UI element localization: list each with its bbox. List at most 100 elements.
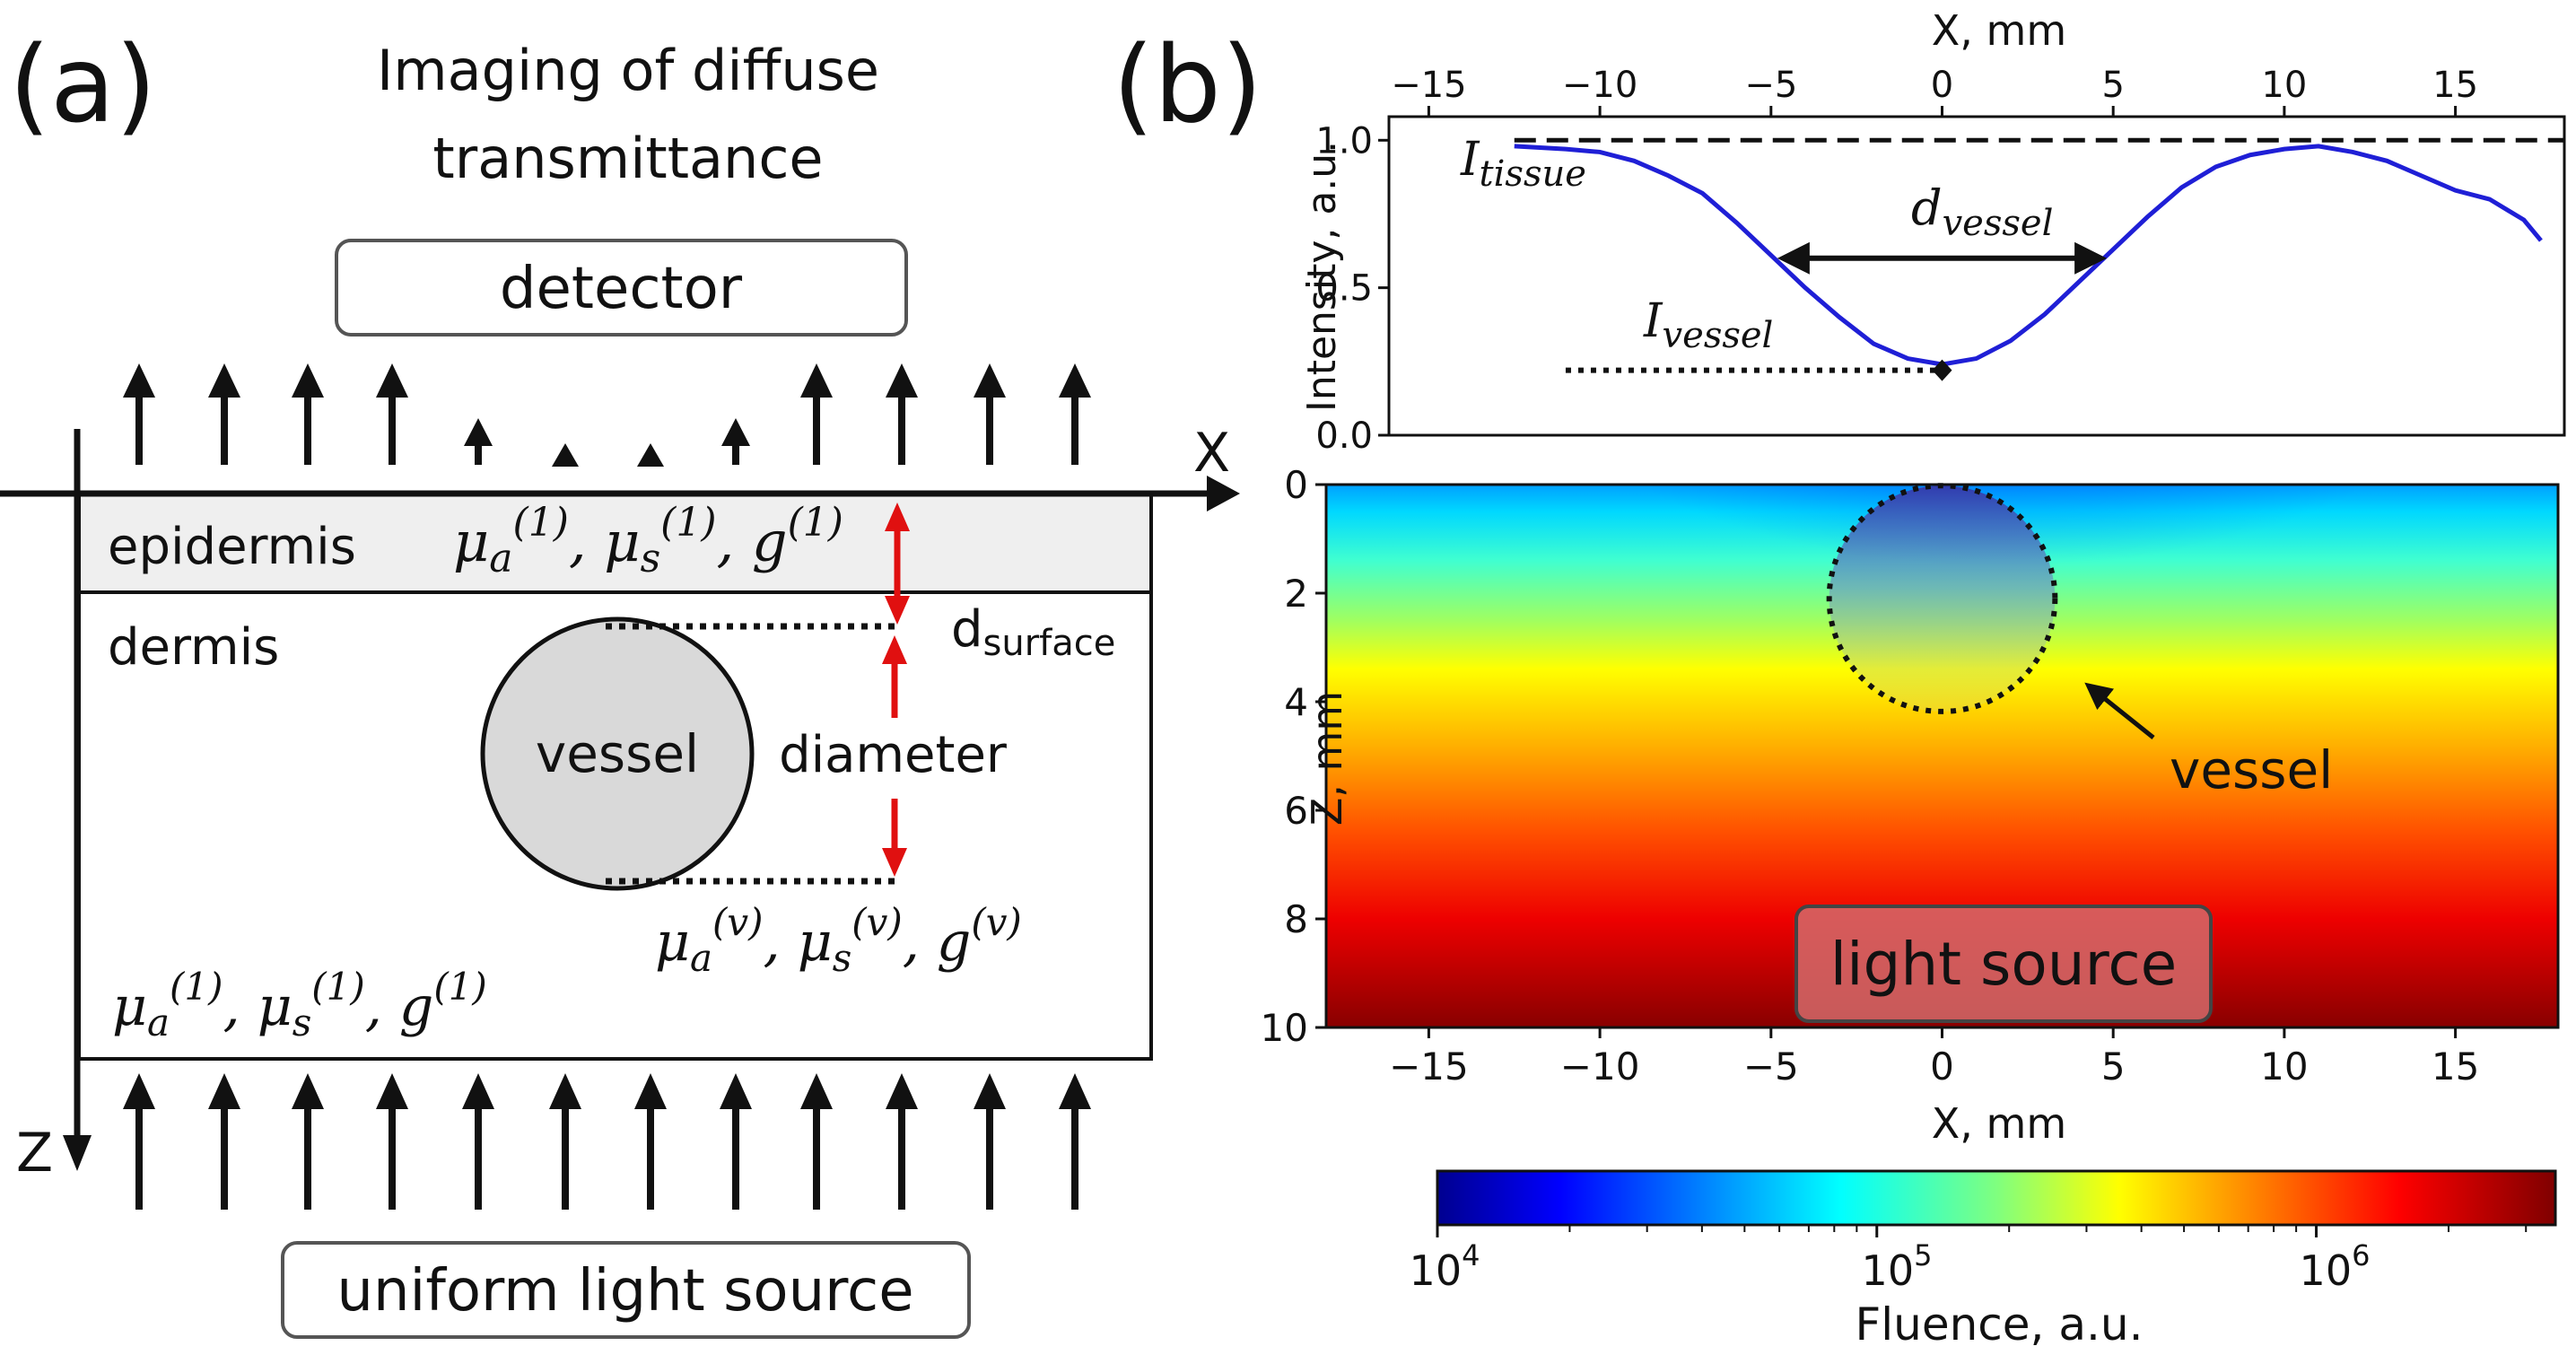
- vessel-pointer-label: vessel: [2170, 739, 2333, 800]
- y-tick-label: 6: [1284, 789, 1308, 833]
- up-arrow: [376, 1073, 408, 1210]
- x-tick-label: −10: [1562, 65, 1637, 106]
- heatmap-y-ticks: 0 2 4 6 8 10: [1261, 463, 1326, 1050]
- minimum-point-marker: [1932, 359, 1952, 381]
- y-tick-label: 0: [1284, 463, 1308, 507]
- up-arrow: [720, 1073, 752, 1210]
- vessel-outline: [1826, 483, 2058, 714]
- panel-a-title-line2: transmittance: [432, 126, 823, 191]
- intensity-x-axis-label: X, mm: [1932, 6, 2066, 55]
- x-tick-label: −15: [1389, 1045, 1469, 1088]
- up-arrow: [549, 1073, 581, 1210]
- x-tick-label: −5: [1743, 1045, 1799, 1088]
- y-tick-label: 0.5: [1315, 268, 1373, 310]
- colorbar-ticks: [1436, 1225, 2528, 1237]
- y-tick-label: 4: [1284, 680, 1308, 724]
- i-vessel-label: Ivessel: [1643, 294, 1773, 356]
- epidermis-label: epidermis: [108, 518, 356, 576]
- light-source-box: [1794, 905, 2213, 1023]
- colorbar-label: Fluence, a.u.: [1856, 1298, 2144, 1351]
- intensity-series-line: [1514, 144, 2543, 367]
- x-tick-label: −5: [1744, 65, 1797, 106]
- y-tick-label: 10: [1261, 1006, 1308, 1050]
- up-arrow: [974, 363, 1006, 465]
- tiny-arrow: [552, 443, 579, 467]
- source-box: [281, 1241, 971, 1339]
- colorbar-tick-label: 104: [1410, 1238, 1480, 1295]
- y-tick-label: 1.0: [1315, 120, 1373, 162]
- z-axis-arrowhead: [63, 1135, 92, 1171]
- x-tick-label: 10: [2260, 1045, 2308, 1088]
- panel-b: (b) −15 −10 −5 0 5 10 15 0.0 0.5 1.0 X, mm Inten…: [1113, 6, 2566, 1351]
- up-arrow: [376, 363, 408, 465]
- incident-arrows: [123, 1073, 1091, 1210]
- x-tick-label: 5: [2101, 65, 2124, 106]
- up-arrow: [800, 1073, 833, 1210]
- epidermis-params: μa(1), μs(1), g(1): [453, 500, 843, 581]
- up-arrow: [1059, 363, 1091, 465]
- panel-a: (a) Imaging of diffuse transmittance det…: [0, 22, 1240, 1339]
- epidermis-layer: [77, 492, 1153, 594]
- y-tick-label: 8: [1284, 897, 1308, 941]
- transmitted-arrows: [123, 363, 1091, 467]
- d-surface-arrow: [885, 503, 910, 625]
- diameter-arrow-bottom: [882, 799, 907, 877]
- up-arrow: [208, 1073, 240, 1210]
- colorbar-tick-label: 105: [1862, 1238, 1933, 1295]
- up-arrow: [800, 363, 833, 465]
- x-tick-label: 5: [2101, 1045, 2126, 1088]
- x-tick-label: 0: [1930, 1045, 1954, 1088]
- dermis-label: dermis: [108, 618, 279, 677]
- x-tick-label: 15: [2432, 65, 2478, 106]
- up-arrow: [634, 1073, 667, 1210]
- up-arrow: [123, 363, 155, 465]
- panel-a-title-line1: Imaging of diffuse: [377, 38, 879, 103]
- heatmap-x-ticks: −15 −10 −5 0 5 10 15: [1389, 1027, 2479, 1088]
- vessel-pointer-arrow: [2084, 682, 2155, 739]
- up-arrow: [886, 363, 918, 465]
- colorbar: [1436, 1169, 2557, 1227]
- panel-b-label: (b): [1113, 22, 1262, 146]
- detector-label: detector: [500, 256, 743, 322]
- up-arrow: [974, 1073, 1006, 1210]
- source-label: uniform light source: [336, 1258, 913, 1324]
- panel-a-label: (a): [9, 22, 156, 146]
- z-axis-label: Z: [16, 1122, 53, 1185]
- up-arrow: [462, 1073, 494, 1210]
- heatmap-y-axis-label: Z, mm: [1303, 691, 1351, 826]
- up-arrow: [208, 363, 240, 465]
- i-tissue-label: Itissue: [1460, 133, 1586, 195]
- d-vessel-label: dvessel: [1911, 179, 2053, 244]
- tiny-arrow: [637, 443, 664, 467]
- y-tick-label: 2: [1284, 572, 1308, 616]
- vessel-circle: [480, 616, 755, 891]
- x-tick-label: 0: [1931, 65, 1953, 106]
- diameter-label: diameter: [779, 726, 1008, 784]
- svg-text:μa(1), μs(1), g(1): μa(1), μs(1), g(1): [453, 500, 843, 581]
- intensity-y-ticks: 0.0 0.5 1.0: [1315, 120, 1389, 457]
- x-axis-label: X: [1193, 422, 1230, 485]
- short-up-arrow: [721, 418, 750, 465]
- y-tick-label: 0.0: [1315, 415, 1373, 457]
- vessel-label: vessel: [536, 723, 699, 784]
- x-tick-label: −15: [1391, 65, 1466, 106]
- d-surface-label: dsurface: [951, 600, 1115, 664]
- intensity-x-ticks: −15 −10 −5 0 5 10 15: [1391, 65, 2478, 117]
- light-source-label: light source: [1830, 930, 2177, 999]
- up-arrow: [292, 1073, 324, 1210]
- up-arrow: [292, 363, 324, 465]
- up-arrow: [1059, 1073, 1091, 1210]
- detector-box: [335, 239, 908, 337]
- intensity-plot-frame: [1387, 115, 2566, 437]
- heatmap-x-axis-label: X, mm: [1932, 1099, 2066, 1148]
- x-tick-label: 10: [2261, 65, 2307, 106]
- up-arrow: [886, 1073, 918, 1210]
- colorbar-tick-label: 106: [2300, 1238, 2371, 1295]
- up-arrow: [123, 1073, 155, 1210]
- x-axis-arrowhead: [1207, 476, 1240, 511]
- x-tick-label: −10: [1560, 1045, 1640, 1088]
- intensity-y-axis-label: Intensity, a.u.: [1299, 141, 1345, 412]
- short-up-arrow: [464, 418, 493, 465]
